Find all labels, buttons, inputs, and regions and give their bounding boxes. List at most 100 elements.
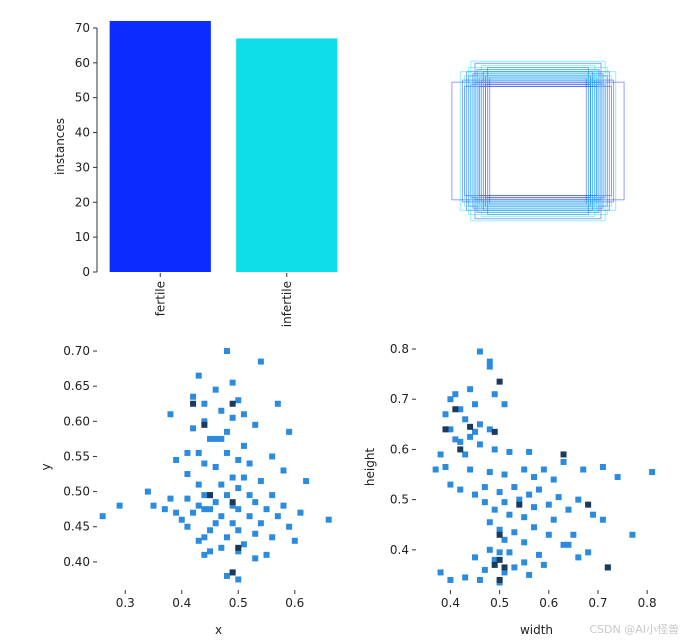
hist-cell bbox=[496, 549, 503, 556]
hist-cell bbox=[263, 506, 270, 513]
hist-cell-dense bbox=[229, 499, 236, 506]
hist-cell bbox=[144, 488, 151, 495]
hist-cell bbox=[521, 539, 528, 546]
hist-cell bbox=[545, 501, 552, 508]
hist-cell bbox=[476, 576, 483, 583]
hist-cell bbox=[212, 435, 219, 442]
hist-cell bbox=[257, 520, 264, 527]
bbox-outline bbox=[489, 77, 587, 205]
hist-cell bbox=[457, 486, 464, 493]
hist-cell bbox=[252, 530, 259, 537]
hist-cell bbox=[252, 499, 259, 506]
hist-cell bbox=[575, 554, 582, 561]
bbox-outline bbox=[472, 77, 604, 205]
hist-cell bbox=[263, 551, 270, 558]
x-tick-label: 0.6 bbox=[539, 596, 558, 610]
y-tick-label: 0.50 bbox=[63, 485, 90, 499]
hist-cell-dense bbox=[496, 576, 503, 583]
hist-cell bbox=[297, 509, 304, 516]
hist-cell bbox=[540, 466, 547, 473]
hist-cell bbox=[99, 513, 106, 520]
hist-cell bbox=[467, 386, 474, 393]
hist-cell bbox=[442, 464, 449, 470]
hist-cell-dense bbox=[604, 564, 611, 571]
bbox-outline bbox=[485, 75, 591, 207]
hist-cell bbox=[565, 541, 572, 548]
bbox-outline bbox=[474, 81, 602, 201]
hist-cell bbox=[235, 456, 242, 463]
bbox-outline bbox=[480, 64, 596, 218]
hist-cell bbox=[516, 496, 523, 503]
bbox-outline bbox=[476, 69, 600, 213]
hist-cell-dense bbox=[516, 501, 523, 508]
hist-cell bbox=[325, 516, 332, 523]
y-tick-label: 0.40 bbox=[63, 555, 90, 569]
hist-cell bbox=[457, 406, 464, 413]
hist-cell bbox=[184, 495, 191, 502]
bbox-outline bbox=[485, 83, 591, 199]
hist-cell bbox=[560, 541, 567, 548]
hist-cell bbox=[501, 569, 508, 576]
hist-cell bbox=[184, 523, 191, 530]
y-tick-label: 0.7 bbox=[390, 392, 409, 406]
hist-cell bbox=[580, 466, 587, 473]
hist-cell bbox=[447, 576, 454, 583]
x-axis-label: width bbox=[520, 623, 553, 637]
hist-cell bbox=[229, 414, 236, 421]
hist-cell bbox=[201, 460, 208, 467]
bbox-outline bbox=[461, 79, 615, 203]
hist-cell bbox=[195, 481, 202, 488]
hist-cell bbox=[235, 527, 242, 534]
hist-cell bbox=[223, 449, 230, 456]
hist-cell bbox=[223, 428, 230, 435]
hist-cell bbox=[629, 531, 636, 538]
hist-cell-dense bbox=[442, 426, 449, 433]
x-tick-label: 0.4 bbox=[441, 596, 460, 610]
bbox-outline bbox=[472, 73, 604, 209]
y-tick-label: 0.65 bbox=[63, 379, 90, 393]
hist-cell bbox=[184, 449, 191, 456]
hist-cell bbox=[246, 460, 253, 467]
hist-cell bbox=[212, 499, 219, 506]
bbox-outline bbox=[482, 75, 594, 207]
x-tick-label-infertile: infertile bbox=[280, 281, 294, 327]
hist-cell bbox=[565, 506, 572, 513]
hist-cell bbox=[280, 467, 287, 474]
hist-cell bbox=[590, 511, 597, 518]
hist-cell-dense bbox=[457, 446, 464, 453]
hist-cell bbox=[184, 471, 191, 478]
y-tick-label: 40 bbox=[75, 126, 90, 140]
x-tick-label: 0.4 bbox=[172, 596, 191, 610]
hist-cell bbox=[173, 509, 180, 516]
hist-cell bbox=[252, 555, 259, 562]
hist-cell bbox=[240, 411, 247, 418]
bbox-outline bbox=[485, 79, 591, 203]
bbox-outline bbox=[474, 79, 602, 203]
hist-cell bbox=[526, 491, 533, 498]
hist-cell bbox=[223, 534, 230, 541]
hist-cell bbox=[432, 466, 439, 473]
hist-cell bbox=[491, 446, 498, 453]
x-tick-label: 0.3 bbox=[116, 596, 135, 610]
y-tick-label: 60 bbox=[75, 56, 90, 70]
hist-cell bbox=[560, 458, 567, 465]
y-tick-label: 10 bbox=[75, 230, 90, 244]
hist-cell bbox=[212, 464, 219, 470]
hist-cell bbox=[481, 499, 488, 506]
x-axis-label: x bbox=[215, 623, 222, 637]
xy-histogram-chart: 0.40 0.45 0.50 0.55 0.60 0.65 0.70 0.3 0.4 0.5 0.6… bbox=[39, 344, 332, 637]
hist-cell bbox=[229, 502, 236, 509]
hist-cell bbox=[229, 520, 236, 527]
hist-cell bbox=[229, 474, 236, 481]
hist-cell bbox=[235, 576, 242, 583]
bbox-outline bbox=[451, 81, 625, 201]
hist-cell bbox=[447, 426, 454, 433]
hist-cell bbox=[229, 379, 236, 386]
hist-cell bbox=[491, 556, 498, 563]
hist-cell-dense bbox=[496, 531, 503, 538]
hist-cell bbox=[476, 441, 483, 448]
hist-cell bbox=[201, 418, 208, 425]
hist-cell bbox=[555, 494, 562, 501]
hist-cell-dense bbox=[190, 400, 197, 407]
